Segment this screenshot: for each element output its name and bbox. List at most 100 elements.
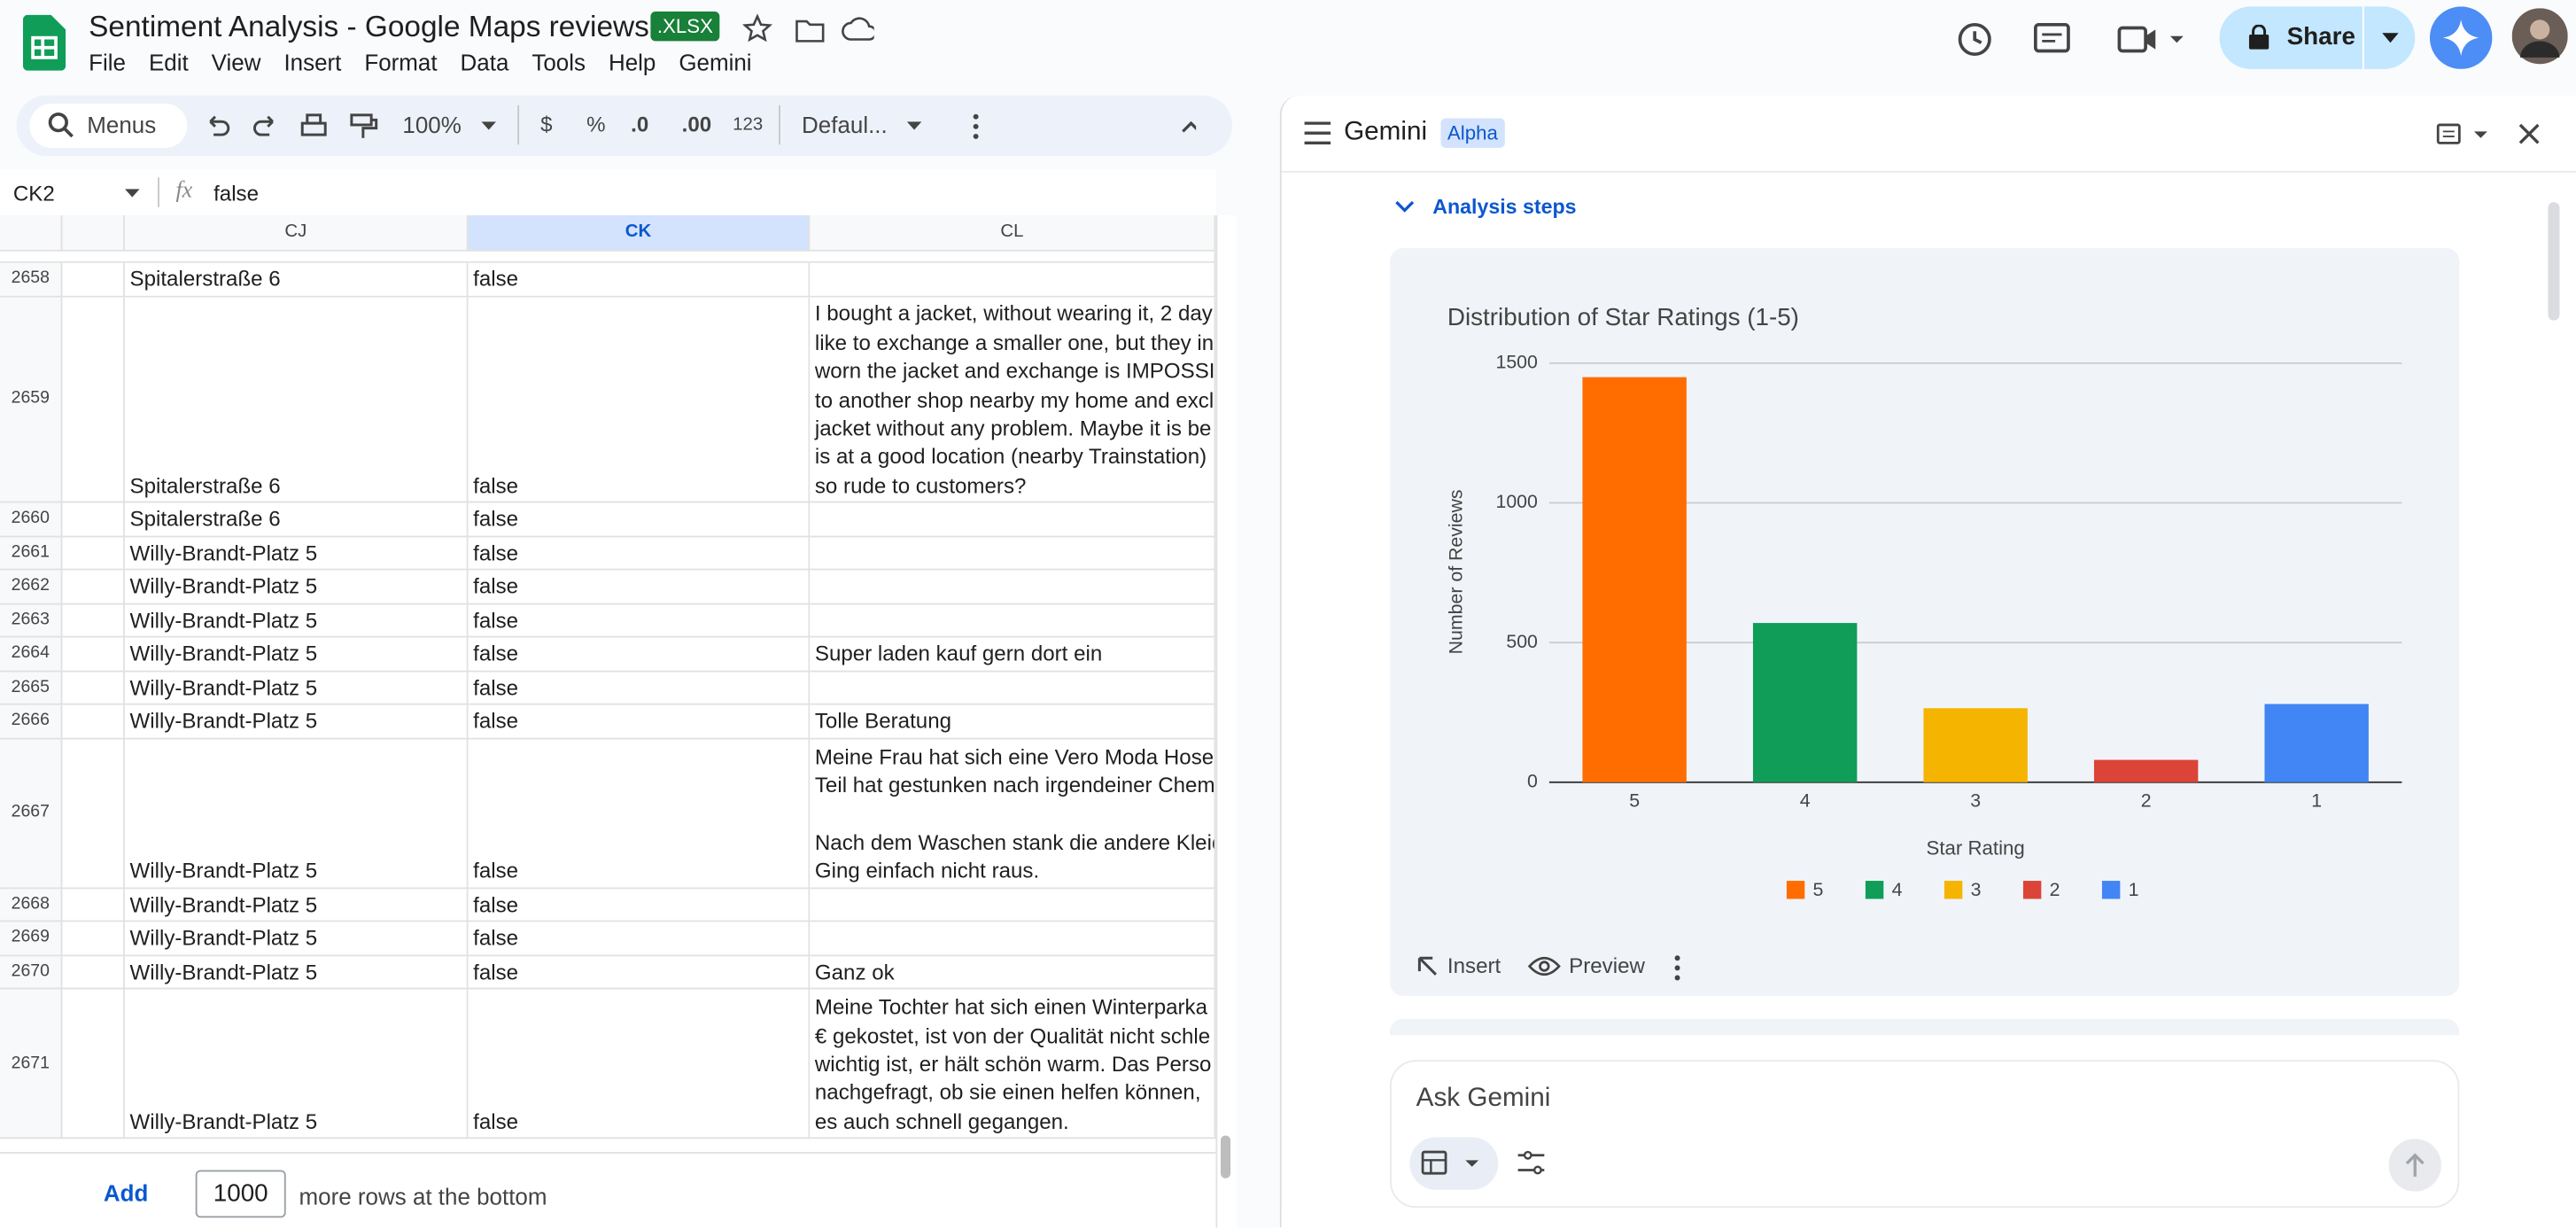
menu-item[interactable]: Help bbox=[608, 49, 656, 76]
cell[interactable]: false bbox=[468, 705, 811, 740]
row-number[interactable]: 2660 bbox=[0, 503, 63, 538]
currency[interactable]: $ bbox=[540, 112, 553, 136]
preview-button[interactable]: Preview bbox=[1569, 953, 1645, 978]
cell[interactable]: Willy-Brandt-Platz 5 bbox=[124, 922, 469, 957]
row-number[interactable]: 2664 bbox=[0, 638, 63, 673]
cell[interactable]: Willy-Brandt-Platz 5 bbox=[124, 571, 469, 605]
cell[interactable] bbox=[62, 956, 125, 991]
cell[interactable]: false bbox=[468, 739, 811, 889]
cell[interactable]: false bbox=[468, 537, 811, 572]
panel-actions[interactable] bbox=[2435, 121, 2550, 148]
menu-item[interactable]: Insert bbox=[283, 49, 342, 76]
doc-title[interactable]: Sentiment Analysis - Google Maps reviews bbox=[89, 10, 649, 43]
send-button[interactable] bbox=[2388, 1139, 2441, 1192]
header-icons[interactable] bbox=[1951, 17, 2198, 63]
increase-decimals[interactable]: .00 bbox=[681, 112, 712, 136]
cell[interactable]: false bbox=[468, 672, 811, 706]
cell[interactable]: Tolle Beratung bbox=[810, 705, 1216, 740]
title-icons[interactable] bbox=[742, 13, 874, 46]
cell[interactable] bbox=[810, 262, 1216, 297]
cell[interactable]: I bought a jacket, without wearing it, 2… bbox=[810, 296, 1216, 504]
menu-item[interactable]: File bbox=[89, 49, 126, 76]
row-number[interactable]: 2667 bbox=[0, 739, 63, 889]
cell[interactable] bbox=[62, 672, 125, 706]
column-header[interactable]: CL bbox=[810, 214, 1216, 252]
cell[interactable] bbox=[62, 604, 125, 639]
cell[interactable] bbox=[62, 296, 125, 504]
analysis-steps[interactable]: Analysis steps bbox=[1432, 195, 1577, 219]
cell[interactable]: false bbox=[468, 638, 811, 673]
row-number[interactable]: 2658 bbox=[0, 262, 63, 297]
cell[interactable]: false bbox=[468, 571, 811, 605]
cell[interactable]: Willy-Brandt-Platz 5 bbox=[124, 705, 469, 740]
row-number[interactable]: 2665 bbox=[0, 672, 63, 706]
cell[interactable]: false bbox=[468, 604, 811, 639]
panel-scroll-thumb[interactable] bbox=[2548, 202, 2560, 321]
cell[interactable]: Willy-Brandt-Platz 5 bbox=[124, 672, 469, 706]
row-number[interactable]: 2671 bbox=[0, 990, 63, 1140]
percent[interactable]: % bbox=[586, 112, 606, 136]
cell[interactable]: Spitalerstraße 6 bbox=[124, 262, 469, 297]
row-number[interactable]: 2662 bbox=[0, 571, 63, 605]
cell[interactable]: false bbox=[468, 888, 811, 922]
cell[interactable]: false bbox=[468, 990, 811, 1140]
menu-item[interactable]: Format bbox=[364, 49, 438, 76]
column-header[interactable]: CK bbox=[468, 214, 811, 252]
decrease-decimals[interactable]: .0 bbox=[631, 112, 649, 136]
name-box[interactable]: CK2 bbox=[12, 181, 55, 206]
more-icon[interactable] bbox=[1672, 955, 1682, 982]
row-number[interactable]: 2670 bbox=[0, 956, 63, 991]
cell[interactable] bbox=[810, 604, 1216, 639]
cell[interactable] bbox=[62, 705, 125, 740]
cell[interactable] bbox=[62, 262, 125, 297]
column-header[interactable]: CJ bbox=[124, 214, 469, 252]
menu-item[interactable]: Gemini bbox=[679, 49, 752, 76]
table-toggle[interactable] bbox=[1409, 1137, 1499, 1190]
menu-item[interactable]: Data bbox=[460, 49, 509, 76]
row-number[interactable]: 2659 bbox=[0, 296, 63, 504]
avatar[interactable] bbox=[2511, 8, 2568, 65]
scroll-thumb[interactable] bbox=[1220, 1135, 1231, 1178]
cell[interactable]: false bbox=[468, 262, 811, 297]
cell[interactable]: Spitalerstraße 6 bbox=[124, 296, 469, 504]
sheets-logo[interactable] bbox=[22, 14, 66, 71]
cell[interactable]: false bbox=[468, 922, 811, 957]
cell[interactable] bbox=[810, 503, 1216, 538]
toolbar-more[interactable] bbox=[966, 112, 1197, 141]
row-number[interactable]: 2663 bbox=[0, 604, 63, 639]
cell[interactable]: Willy-Brandt-Platz 5 bbox=[124, 604, 469, 639]
number-format[interactable]: 123 bbox=[733, 114, 764, 136]
cell[interactable] bbox=[62, 739, 125, 889]
cell[interactable]: Spitalerstraße 6 bbox=[124, 503, 469, 538]
cell[interactable]: Willy-Brandt-Platz 5 bbox=[124, 990, 469, 1140]
cell[interactable] bbox=[62, 503, 125, 538]
row-number[interactable]: 2661 bbox=[0, 537, 63, 572]
ask-box[interactable] bbox=[1389, 1060, 2460, 1209]
cell[interactable] bbox=[810, 537, 1216, 572]
row-number[interactable]: 2669 bbox=[0, 922, 63, 957]
cell[interactable] bbox=[62, 922, 125, 957]
add-rows-button[interactable]: Add bbox=[103, 1179, 149, 1207]
cell[interactable]: Willy-Brandt-Platz 5 bbox=[124, 956, 469, 991]
cell[interactable]: Super laden kauf gern dort ein bbox=[810, 638, 1216, 673]
font-select[interactable]: Defaul... bbox=[802, 112, 888, 138]
toolbar-icons[interactable] bbox=[200, 108, 384, 144]
row-number[interactable]: 2668 bbox=[0, 888, 63, 922]
cell[interactable]: false bbox=[468, 503, 811, 538]
cell[interactable] bbox=[62, 990, 125, 1140]
row-number[interactable]: 2666 bbox=[0, 705, 63, 740]
share-button[interactable]: Share bbox=[2219, 6, 2416, 69]
cell[interactable]: Ganz ok bbox=[810, 956, 1216, 991]
insert-button[interactable]: Insert bbox=[1447, 953, 1501, 978]
cell[interactable] bbox=[62, 571, 125, 605]
search-menus[interactable] bbox=[29, 103, 188, 148]
gemini-button[interactable] bbox=[2429, 6, 2493, 69]
panel-menu-icon[interactable] bbox=[1304, 121, 1331, 145]
cell[interactable]: Willy-Brandt-Platz 5 bbox=[124, 888, 469, 922]
cell[interactable]: false bbox=[468, 956, 811, 991]
cell[interactable]: false bbox=[468, 296, 811, 504]
steps-chevron[interactable] bbox=[1395, 200, 1415, 214]
cell[interactable]: Meine Tochter hat sich einen Winterparka… bbox=[810, 990, 1216, 1140]
cell[interactable]: Meine Frau hat sich eine Vero Moda Hose T… bbox=[810, 739, 1216, 889]
cell[interactable] bbox=[810, 922, 1216, 957]
